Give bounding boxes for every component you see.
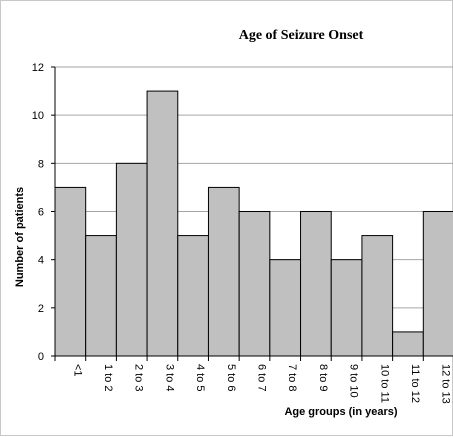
bar bbox=[392, 331, 424, 357]
bar bbox=[269, 259, 302, 357]
x-tick-label: 7 to 8 bbox=[286, 364, 298, 392]
x-tick-label: 8 to 9 bbox=[317, 364, 329, 392]
y-tick-label: 12 bbox=[32, 62, 44, 74]
bars bbox=[54, 90, 453, 357]
bar bbox=[300, 211, 332, 357]
bar bbox=[146, 90, 179, 357]
x-tick-label: 3 to 4 bbox=[163, 364, 175, 392]
y-tick-label: 10 bbox=[32, 110, 44, 122]
axes bbox=[51, 66, 453, 361]
bar bbox=[177, 235, 209, 357]
x-tick-label: 4 to 5 bbox=[194, 364, 206, 392]
y-tick-labels: 0 2 4 6 8 10 12 bbox=[32, 62, 44, 363]
chart-title: Age of Seizure Onset bbox=[239, 28, 364, 43]
bar bbox=[207, 186, 240, 357]
x-tick-label: 12 to 13 bbox=[440, 364, 452, 404]
x-tick-label: 5 to 6 bbox=[225, 364, 237, 392]
y-tick-label: 6 bbox=[38, 207, 44, 219]
bar bbox=[85, 235, 117, 357]
x-tick-labels: <1 1 to 2 2 to 3 3 to 4 4 to 5 5 to 6 6 to 7 7 … bbox=[71, 364, 451, 404]
x-tick-label: 6 to 7 bbox=[256, 364, 268, 392]
y-tick-label: 8 bbox=[38, 158, 44, 170]
y-tick-label: 4 bbox=[38, 255, 44, 267]
y-axis-label: Number of patients bbox=[14, 187, 26, 287]
x-axis-label: Age groups (in years) bbox=[284, 406, 397, 418]
x-tick-label: 11 to 12 bbox=[409, 364, 421, 403]
x-tick-label: 10 to 11 bbox=[378, 364, 390, 403]
x-tick-label: 9 to 10 bbox=[348, 364, 360, 398]
x-tick-label: <1 bbox=[71, 364, 83, 377]
bar bbox=[422, 211, 453, 357]
bar bbox=[330, 259, 363, 357]
y-tick-label: 2 bbox=[38, 303, 44, 315]
x-tick-label: 2 to 3 bbox=[133, 364, 145, 392]
bar bbox=[54, 186, 87, 357]
x-tick-label: 1 to 2 bbox=[102, 364, 114, 392]
bar bbox=[115, 162, 148, 357]
bar bbox=[238, 211, 271, 357]
y-tick-label: 0 bbox=[38, 351, 44, 363]
bar bbox=[361, 235, 394, 357]
